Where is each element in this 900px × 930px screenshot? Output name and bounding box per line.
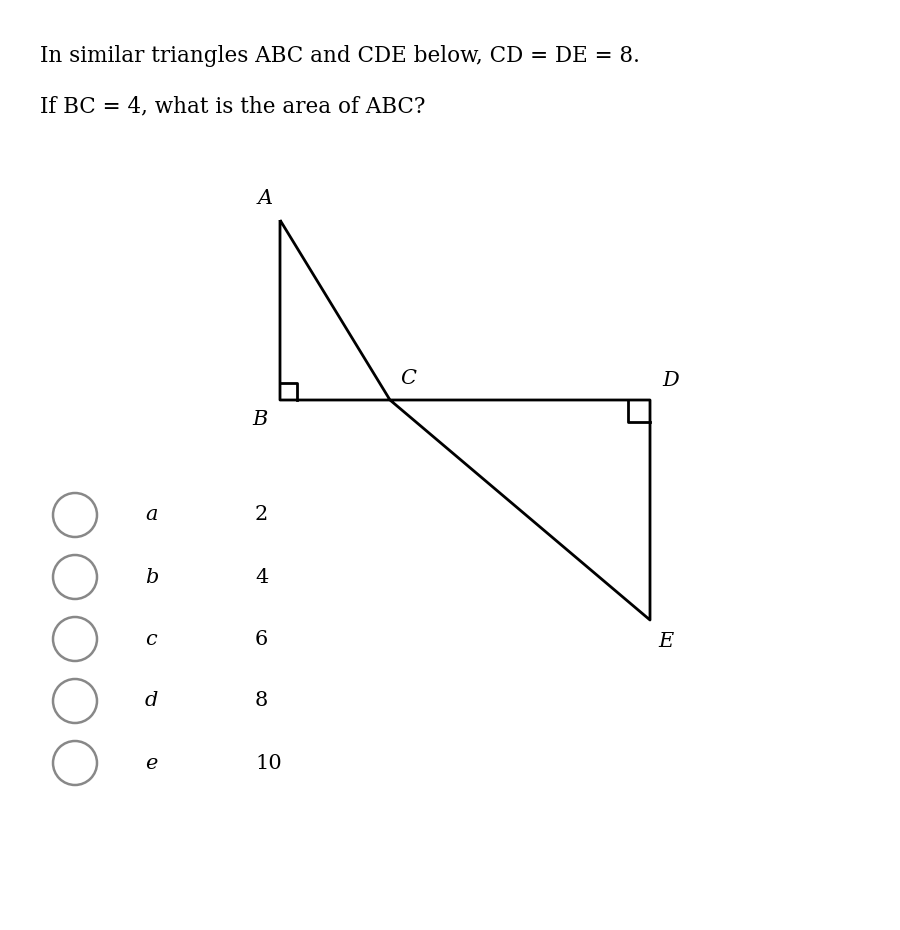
Text: B: B bbox=[252, 410, 267, 429]
Text: a: a bbox=[145, 506, 158, 525]
Text: In similar triangles ABC and CDE below, CD = DE = 8.: In similar triangles ABC and CDE below, … bbox=[40, 45, 640, 67]
Text: 4: 4 bbox=[255, 567, 268, 587]
Text: 8: 8 bbox=[255, 692, 268, 711]
Text: If BC = 4, what is the area of ABC?: If BC = 4, what is the area of ABC? bbox=[40, 95, 426, 117]
Text: E: E bbox=[658, 632, 673, 651]
Text: 10: 10 bbox=[255, 753, 282, 773]
Text: d: d bbox=[145, 692, 158, 711]
Text: b: b bbox=[145, 567, 158, 587]
Text: c: c bbox=[145, 630, 157, 648]
Text: C: C bbox=[400, 369, 416, 388]
Text: 6: 6 bbox=[255, 630, 268, 648]
Text: e: e bbox=[145, 753, 158, 773]
Text: D: D bbox=[662, 371, 679, 390]
Text: A: A bbox=[257, 189, 273, 208]
Text: 2: 2 bbox=[255, 506, 268, 525]
